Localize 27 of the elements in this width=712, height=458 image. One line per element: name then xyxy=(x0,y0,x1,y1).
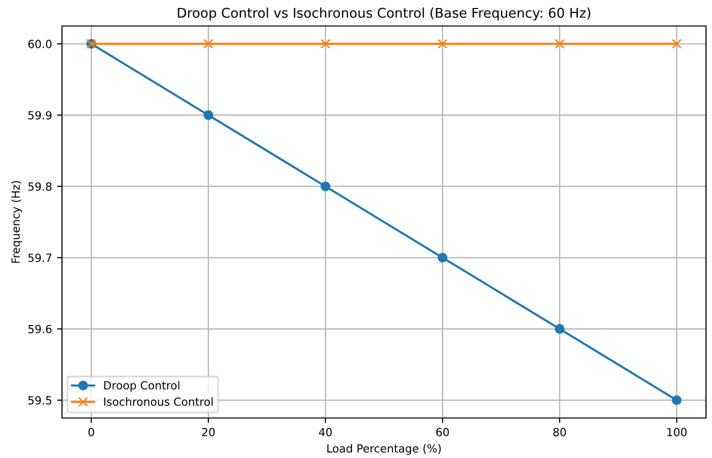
y-tick-label: 59.6 xyxy=(28,324,52,334)
x-tick-label: 0 xyxy=(88,428,94,436)
y-tick-label: 59.5 xyxy=(28,396,52,405)
legend-label: Isochronous Control xyxy=(104,397,213,406)
y-tick-label: 59.8 xyxy=(28,182,52,191)
point xyxy=(204,38,214,49)
point xyxy=(438,38,448,49)
chart-title: Droop Control vs Isochronous Control (Base Frequency: 60 Hz) xyxy=(178,8,590,20)
y-tick-label: 60.0 xyxy=(28,40,52,48)
y-tick-label: 59.9 xyxy=(28,111,52,120)
point xyxy=(204,110,214,120)
point xyxy=(320,38,330,49)
x-tick-label: 80 xyxy=(553,428,566,436)
point xyxy=(438,252,448,262)
y-axis-title: Frequency (Hz) xyxy=(11,181,22,263)
x-tick-label: 60 xyxy=(436,428,449,436)
point xyxy=(672,38,682,49)
x-tick-label: 20 xyxy=(202,428,215,436)
point xyxy=(672,395,682,406)
x-tick-label: 40 xyxy=(318,428,332,436)
y-tick-label: 59.7 xyxy=(28,254,52,262)
point xyxy=(554,324,564,334)
point xyxy=(554,38,564,49)
legend-label: Droop Control xyxy=(104,380,180,392)
x-tick-label: 100 xyxy=(667,428,687,436)
x-axis-title: Load Percentage (%) xyxy=(327,444,441,455)
point xyxy=(320,182,330,192)
